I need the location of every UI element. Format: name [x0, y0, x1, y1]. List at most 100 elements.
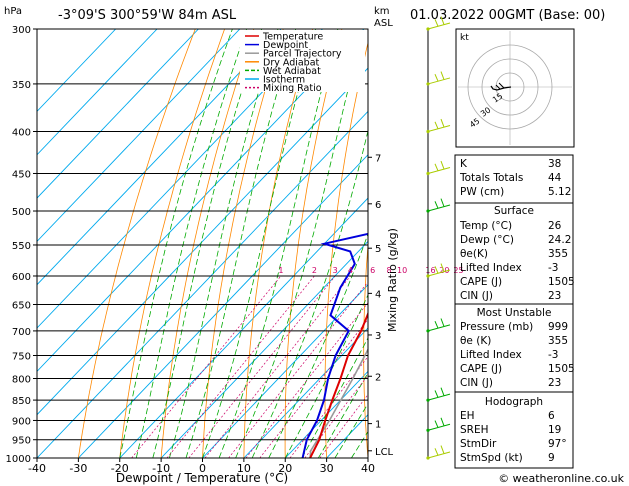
asl-label: ASL [374, 18, 393, 29]
isotherm-line [243, 327, 368, 458]
surface-cin-value: 23 [548, 290, 561, 302]
pressure-tick-label: 350 [12, 80, 31, 91]
mu-cape-label: CAPE (J) [460, 363, 502, 375]
mixing-ratio-lines [131, 275, 368, 458]
location-title: -3°09'S 300°59'W 84m ASL [58, 8, 237, 23]
km-tick-label: 6 [375, 200, 381, 211]
stmdir-label: StmDir [460, 438, 497, 450]
dry-adiabat-line [573, 17, 617, 458]
km-tick-label: 5 [375, 244, 381, 255]
mu-cin-value: 23 [548, 377, 561, 389]
pressure-tick-label: 800 [12, 374, 31, 385]
temperature-line [309, 311, 368, 458]
pressure-tick-label: 900 [12, 416, 31, 427]
wind-barb [427, 16, 451, 30]
surface-dewp-label: Dewp (°C) [460, 234, 514, 246]
pressure-tick-label: 500 [12, 207, 31, 218]
temperature-tick-label: -20 [111, 462, 129, 475]
pressure-tick-label: 550 [12, 241, 31, 252]
surface-table: Surface Temp (°C) 26 Dewp (°C) 24.2 θe(K… [454, 202, 575, 305]
wet-adiabat-line [218, 29, 339, 458]
isotherm-line [78, 154, 368, 458]
most-unstable-table: Most Unstable Pressure (mb) 999 θe (K) 3… [454, 303, 575, 393]
eh-value: 6 [548, 410, 555, 422]
hodograph-frame [455, 28, 575, 148]
temperature-tick-label: 30 [320, 462, 334, 475]
wind-barbs [426, 16, 451, 460]
isotherm-line [37, 29, 199, 199]
km-tick-label: 3 [375, 331, 381, 342]
hodograph-trace [490, 85, 512, 91]
dry-adiabat-line [243, 29, 314, 458]
temperature-tick-label: -30 [69, 462, 87, 475]
isotherm-line [37, 29, 323, 329]
mixing-ratio-label: 16 [425, 266, 435, 275]
pressure-unit-label: hPa [4, 6, 22, 17]
temperature-tick-label: 10 [237, 462, 251, 475]
wet-adiabat-line [251, 128, 368, 458]
surface-cape-label: CAPE (J) [460, 276, 502, 288]
wind-barb [427, 318, 451, 332]
pressure-tick-label: 700 [12, 327, 31, 338]
mu-cape-value: 1505 [548, 363, 575, 375]
wind-barb [427, 118, 451, 132]
mu-cin-label: CIN (J) [460, 377, 493, 389]
km-tick-label: 4 [375, 289, 381, 300]
footer-copyright: © weatheronline.co.uk [498, 472, 624, 485]
surface-temp-value: 26 [548, 220, 562, 232]
km-tick-label: 7 [375, 153, 381, 164]
wet-adiabat-line [235, 29, 364, 458]
mixing-ratio-line [204, 275, 351, 458]
km-tick-label: LCL [375, 447, 394, 458]
temperature-tick-label: 0 [199, 462, 206, 475]
pw-value: 5.12 [548, 186, 571, 198]
legend-background [240, 30, 365, 92]
hodograph: kt 45 30 15 [455, 28, 575, 148]
surface-temp-label: Temp (°C) [459, 220, 512, 232]
mixing-ratio-line [166, 275, 315, 458]
temperature-tick-label: 40 [361, 462, 375, 475]
pressure-tick-label: 650 [12, 301, 31, 312]
pressure-tick-label: 400 [12, 128, 31, 139]
hodograph-table: Hodograph EH 6 SREH 19 StmDir 97° StmSpd… [454, 391, 574, 469]
wet-adiabat-line [185, 29, 297, 458]
wind-barb [427, 387, 451, 401]
mu-lifted-index-label: Lifted Index [460, 349, 522, 361]
mixing-ratio-label: 20 [439, 266, 449, 275]
mixing-ratio-axis-label: Mixing Ratio (g/kg) [386, 228, 399, 332]
mixing-ratio-labels: 1 2 3 4 6 8 10 16 20 25 [278, 266, 463, 275]
k-index-label: K [460, 158, 468, 170]
isotherm-line [37, 29, 282, 286]
isotherm-line [37, 67, 368, 416]
hodograph-unit-label: kt [460, 33, 469, 43]
surface-thetae-value: 355 [548, 248, 568, 260]
wind-barb [427, 160, 451, 174]
legend-label: Dry Adiabat [263, 57, 320, 68]
km-label: km [374, 6, 390, 17]
wind-barb [427, 71, 451, 85]
km-tick-label: 1 [375, 420, 381, 431]
isobar-lines [37, 29, 368, 458]
isotherm-line [37, 29, 241, 243]
hodograph-table-title: Hodograph [485, 396, 543, 408]
wet-adiabat-line [169, 29, 279, 458]
totals-totals-label: Totals Totals [459, 172, 523, 184]
isotherm-line [37, 110, 368, 458]
dry-adiabat-lines [78, 17, 617, 458]
legend-label: Mixing Ratio [263, 83, 322, 94]
wind-barb [427, 198, 451, 212]
most-unstable-title: Most Unstable [477, 307, 552, 319]
mixing-ratio-label: 6 [370, 266, 375, 275]
mu-pressure-value: 999 [548, 321, 568, 333]
mixing-ratio-label: 2 [312, 266, 317, 275]
km-tick-label: 2 [375, 372, 381, 383]
mixing-ratio-label: 10 [397, 266, 407, 275]
pressure-tick-label: 750 [12, 351, 31, 362]
dry-adiabat-line [284, 29, 343, 458]
surface-cape-value: 1505 [548, 276, 575, 288]
datetime-title: 01.03.2022 00GMT (Base: 00) [410, 8, 605, 23]
stmdir-value: 97° [548, 438, 567, 450]
sreh-value: 19 [548, 424, 561, 436]
mixing-ratio-line [131, 275, 282, 458]
